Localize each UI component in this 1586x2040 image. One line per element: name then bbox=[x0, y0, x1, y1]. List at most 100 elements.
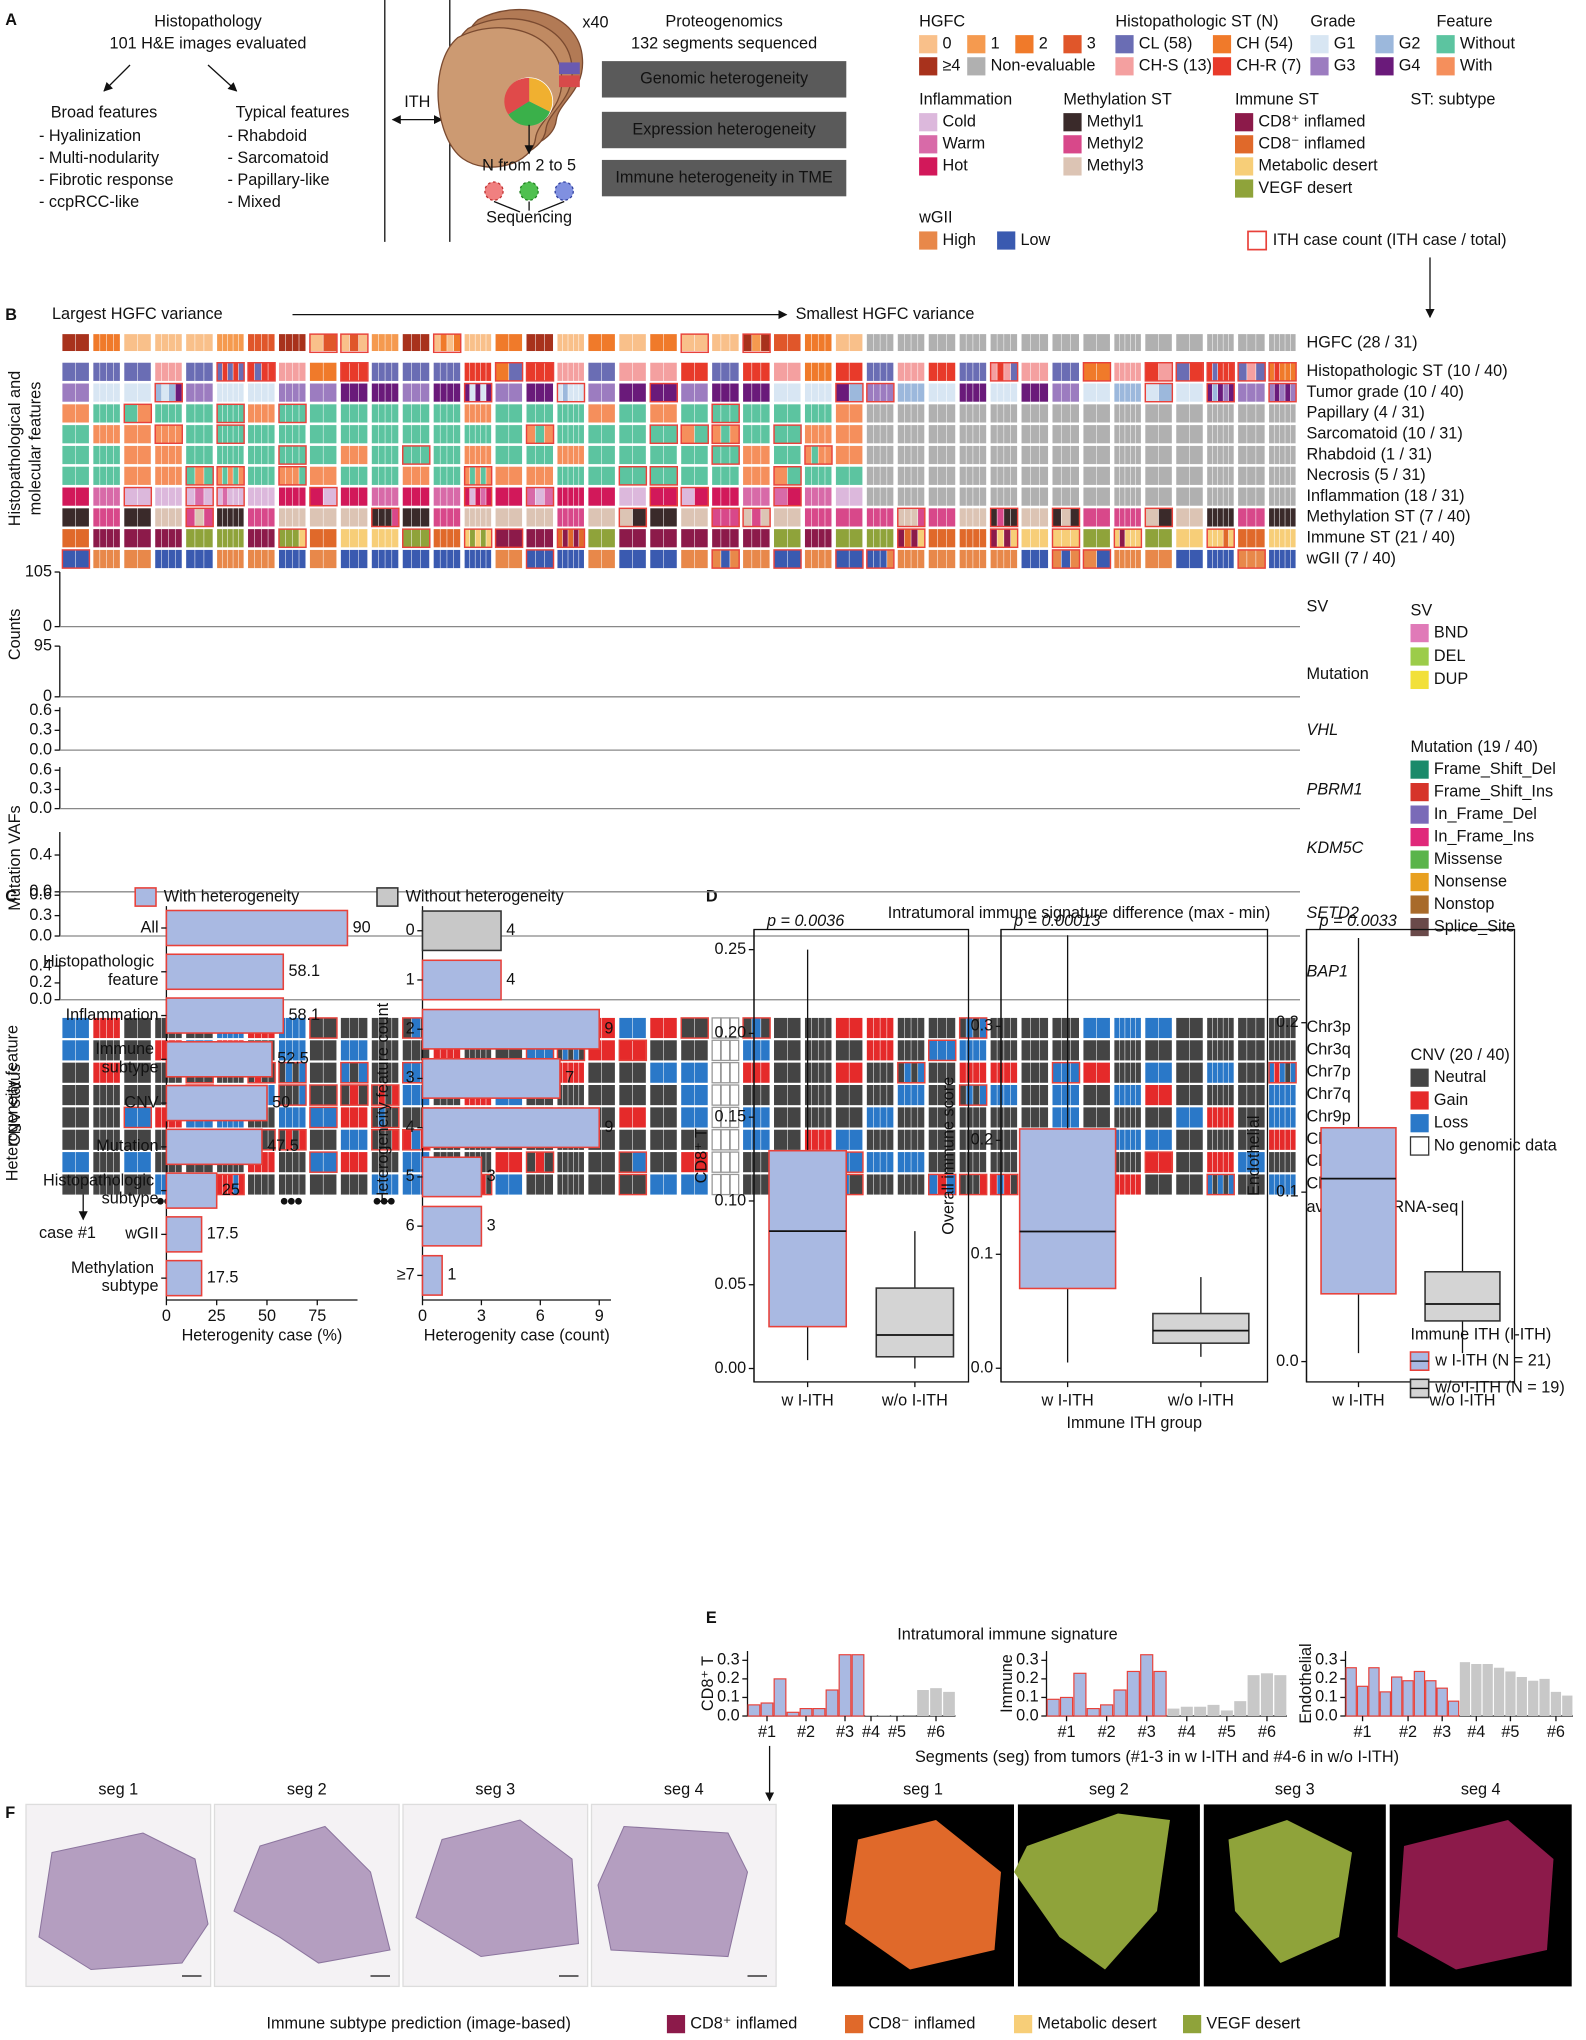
cnv-cell bbox=[1213, 1085, 1218, 1105]
heatmap-cell bbox=[1256, 425, 1264, 443]
track-label: Sarcomatoid (10 / 31) bbox=[1307, 425, 1463, 443]
heatmap-cell bbox=[911, 384, 917, 402]
x-tick-label: 0 bbox=[162, 1307, 171, 1325]
bar bbox=[1505, 1671, 1515, 1716]
cnv-cell bbox=[1022, 1040, 1030, 1060]
heatmap-cell bbox=[774, 508, 787, 526]
heatmap-cell bbox=[874, 508, 880, 526]
legend-swatch bbox=[135, 888, 156, 906]
cnv-cell bbox=[695, 1107, 708, 1127]
cnv-cell bbox=[905, 1018, 911, 1038]
heatmap-cell bbox=[496, 529, 509, 547]
heatmap-cell bbox=[557, 404, 562, 422]
heatmap-cell bbox=[124, 363, 137, 381]
heatmap-cell bbox=[905, 446, 911, 464]
heatmap-cell bbox=[574, 404, 579, 422]
heatmap-cell bbox=[980, 384, 986, 402]
category-label: 5 bbox=[406, 1167, 415, 1185]
bar bbox=[1346, 1668, 1356, 1716]
heatmap-cell bbox=[310, 363, 323, 381]
heatmap-cell bbox=[195, 529, 203, 547]
heatmap-cell bbox=[1071, 446, 1079, 464]
cnv-cell bbox=[880, 1085, 886, 1105]
heatmap-cell bbox=[176, 363, 182, 381]
cnv-cell bbox=[1083, 1040, 1096, 1060]
image-title: seg 3 bbox=[1275, 1780, 1315, 1798]
cnv-cell bbox=[880, 1152, 886, 1172]
cnv-cell bbox=[633, 1085, 646, 1105]
cnv-cell bbox=[1269, 1040, 1274, 1060]
heatmap-cell bbox=[293, 384, 299, 402]
heatmap-cell bbox=[1136, 334, 1141, 351]
heatmap-cell bbox=[62, 446, 75, 464]
heatmap-cell bbox=[223, 446, 228, 464]
heatmap-cell bbox=[818, 363, 824, 381]
heatmap-cell bbox=[579, 467, 584, 485]
heatmap-cell bbox=[279, 550, 285, 568]
heatmap-cell bbox=[563, 529, 568, 547]
cnv-cell bbox=[1229, 1174, 1234, 1194]
x-tick-label: #6 bbox=[927, 1723, 945, 1741]
box bbox=[1425, 1272, 1500, 1321]
heatmap-cell bbox=[960, 334, 966, 351]
heatmap-cell bbox=[100, 550, 106, 568]
cnv-cell bbox=[947, 1040, 955, 1060]
heatmap-cell bbox=[1120, 363, 1125, 381]
heatmap-cell bbox=[1207, 508, 1212, 526]
heatmap-cell bbox=[1031, 446, 1039, 464]
heatmap-cell bbox=[481, 550, 486, 568]
cnv-cell bbox=[1131, 1174, 1136, 1194]
heatmap-cell bbox=[1061, 467, 1069, 485]
category-label: 0 bbox=[406, 921, 415, 939]
heatmap-cell bbox=[217, 404, 222, 422]
cnv-cell bbox=[1040, 1107, 1048, 1127]
heatmap-cell bbox=[262, 334, 268, 351]
cnv-cell bbox=[1131, 1085, 1136, 1105]
heatmap-cell bbox=[323, 550, 336, 568]
cnv-cell bbox=[905, 1130, 911, 1150]
cnv-cell bbox=[1247, 1063, 1255, 1083]
heatmap-cell bbox=[1136, 363, 1141, 381]
heatmap-cell bbox=[1120, 488, 1125, 506]
heatmap-cell bbox=[805, 384, 811, 402]
heatmap-cell bbox=[359, 334, 367, 351]
heading: Histopathology bbox=[154, 12, 262, 30]
legend-swatch bbox=[919, 35, 937, 53]
heatmap-cell bbox=[138, 529, 151, 547]
heatmap-cell bbox=[1213, 384, 1218, 402]
y-tick-label: 0.3 bbox=[717, 1651, 740, 1669]
heatmap-cell bbox=[293, 334, 299, 351]
cnv-cell bbox=[836, 1130, 849, 1150]
label: Largest HGFC variance bbox=[52, 305, 223, 323]
y-tick-label: 0.4 bbox=[29, 845, 52, 863]
cnv-cell bbox=[1145, 1152, 1158, 1172]
heatmap-cell bbox=[440, 446, 446, 464]
heatmap-cell bbox=[898, 467, 904, 485]
heatmap-cell bbox=[973, 467, 979, 485]
heatmap-cell bbox=[1176, 508, 1189, 526]
cnv-cell bbox=[1190, 1174, 1203, 1194]
heatmap-cell bbox=[1223, 404, 1228, 422]
heatmap-cell bbox=[918, 334, 924, 351]
bar bbox=[930, 1688, 942, 1716]
annotation: p = 0.0036 bbox=[766, 912, 845, 930]
heatmap-cell bbox=[169, 425, 175, 443]
cnv-cell bbox=[93, 1107, 99, 1127]
heatmap-cell bbox=[76, 404, 89, 422]
heatmap-cell bbox=[1229, 384, 1234, 402]
heatmap-cell bbox=[938, 508, 946, 526]
bar bbox=[917, 1690, 929, 1716]
heatmap-cell bbox=[403, 384, 411, 402]
heatmap-cell bbox=[124, 467, 137, 485]
heatmap-cell bbox=[385, 550, 391, 568]
heatmap-cell bbox=[650, 404, 663, 422]
heatmap-cell bbox=[1052, 446, 1060, 464]
heatmap-cell bbox=[980, 334, 986, 351]
cnv-cell bbox=[1218, 1130, 1223, 1150]
heatmap-cell bbox=[93, 363, 99, 381]
heatmap-cell bbox=[1114, 384, 1119, 402]
cnv-cell bbox=[268, 1174, 274, 1194]
cnv-cell bbox=[1131, 1107, 1136, 1127]
heatmap-cell bbox=[176, 384, 182, 402]
cnv-cell bbox=[911, 1085, 917, 1105]
